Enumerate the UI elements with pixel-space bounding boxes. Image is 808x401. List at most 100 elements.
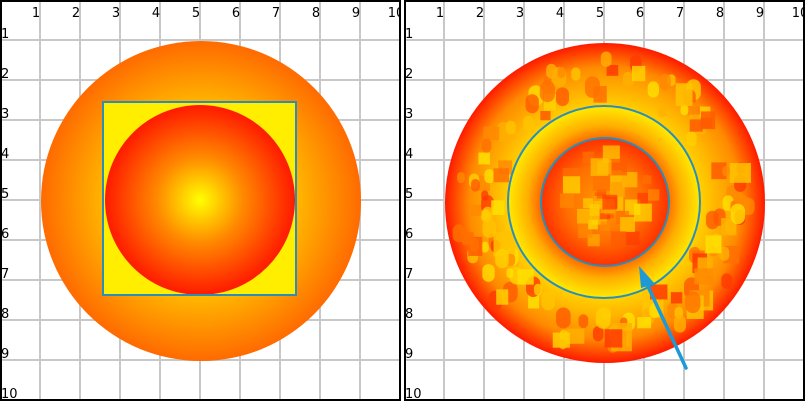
mosaic-patch	[462, 232, 474, 245]
y-tick-label: 5	[1, 187, 9, 202]
core-mosaic-patch	[590, 158, 609, 177]
mosaic-patch	[685, 291, 701, 314]
x-tick-label: 9	[352, 6, 360, 21]
mosaic-patch	[481, 241, 489, 253]
y-tick-label: 9	[1, 347, 9, 362]
y-tick-label: 6	[1, 227, 9, 242]
mosaic-patch	[457, 172, 465, 184]
x-tick-label: 1	[32, 6, 40, 21]
mosaic-patch	[482, 264, 495, 282]
y-tick-label: 4	[1, 147, 9, 162]
core-mosaic-patch	[637, 192, 649, 204]
left-panel: 1 2 3 4 5 6 7 8 9 10 1 2 3 4 5 6 7 8 9 10	[0, 0, 401, 401]
left-canvas: 1 2 3 4 5 6 7 8 9 10 1 2 3 4 5 6 7 8 9 10	[0, 0, 401, 401]
mosaic-patch	[470, 205, 483, 216]
mosaic-patch	[481, 190, 489, 201]
mosaic-patch	[600, 51, 612, 67]
mosaic-patch	[483, 126, 500, 141]
core-mosaic-patch	[610, 158, 628, 176]
mosaic-patch	[540, 110, 551, 121]
core-mosaic-patch	[610, 231, 627, 247]
x-tick-label: 7	[676, 6, 684, 21]
right-canvas: 1 2 3 4 5 6 7 8 9 10 1 2 3 4 5 6 7 8 9 10	[404, 0, 805, 401]
x-tick-label: 3	[516, 6, 524, 21]
y-tick-label: 5	[405, 187, 413, 202]
core-mosaic-patch	[559, 193, 575, 208]
y-tick-label: 4	[405, 147, 413, 162]
y-tick-label: 1	[1, 27, 9, 42]
x-tick-label: 7	[272, 6, 280, 21]
mosaic-patch	[478, 152, 490, 165]
mosaic-patch	[705, 235, 722, 254]
mosaic-patch	[533, 283, 543, 296]
mosaic-patch	[559, 339, 567, 350]
x-tick-label: 9	[756, 6, 764, 21]
y-tick-label: 7	[405, 267, 413, 282]
x-tick-label: 10	[792, 6, 805, 21]
y-tick-label: 9	[405, 347, 413, 362]
y-tick-label: 6	[405, 227, 413, 242]
mosaic-patch	[556, 307, 571, 329]
core-mosaic-patch	[582, 151, 595, 164]
x-tick-label: 1	[436, 6, 444, 21]
mosaic-patch	[722, 165, 730, 177]
x-tick-label: 4	[152, 6, 160, 21]
mosaic-patch	[658, 105, 667, 118]
right-panel: 1 2 3 4 5 6 7 8 9 10 1 2 3 4 5 6 7 8 9 10	[404, 0, 805, 401]
mosaic-patch	[452, 224, 466, 243]
mosaic-patch	[557, 66, 566, 78]
mosaic-patch	[555, 87, 570, 107]
mosaic-patch	[469, 237, 479, 252]
mosaic-patch	[604, 329, 623, 348]
mosaic-patch	[566, 328, 585, 344]
x-tick-label: 5	[596, 6, 604, 21]
mosaic-patch	[484, 169, 495, 184]
core-mosaic-patch	[609, 181, 625, 197]
x-tick-label: 3	[112, 6, 120, 21]
mosaic-patch	[495, 248, 509, 269]
inner-gradient-disc	[105, 105, 295, 295]
y-tick-label: 1	[405, 27, 413, 42]
mosaic-patch	[525, 94, 539, 114]
mosaic-patch	[637, 317, 652, 329]
mosaic-patch	[478, 175, 490, 192]
pointer-arrow	[639, 266, 688, 370]
mosaic-patch	[592, 326, 604, 342]
core-mosaic-patches	[559, 145, 660, 247]
core-mosaic-patch	[588, 219, 598, 230]
panel-border	[404, 0, 805, 401]
y-tick-label: 3	[1, 107, 9, 122]
tick-labels: 1 2 3 4 5 6 7 8 9 10 1 2 3 4 5 6 7 8 9 10	[405, 6, 805, 401]
core-mosaic-patch	[622, 171, 638, 188]
mosaic-patch	[523, 115, 534, 132]
mosaic-patch	[578, 314, 589, 329]
mosaic-patch	[491, 200, 505, 215]
core-mosaic-patch	[620, 217, 635, 232]
x-tick-label: 2	[476, 6, 484, 21]
mosaic-patch	[505, 120, 516, 135]
mosaic-patch	[517, 269, 534, 285]
mosaic-patch	[493, 168, 509, 183]
y-tick-label: 10	[1, 387, 18, 401]
core-mosaic-patch	[602, 194, 618, 210]
mosaic-patch	[471, 179, 480, 192]
core-mosaic-patch	[583, 198, 594, 209]
mosaic-patch	[711, 162, 727, 180]
square-outline	[102, 101, 297, 296]
mosaic-patch	[694, 268, 714, 285]
core-mosaic-patch	[592, 174, 610, 191]
inner-circle-outline	[540, 137, 670, 267]
mosaic-patches	[452, 51, 755, 353]
y-tick-label: 8	[405, 307, 413, 322]
core-mosaic-patch	[562, 176, 581, 194]
mosaic-patch	[721, 218, 737, 236]
mosaic-patch	[670, 292, 683, 304]
mosaic-patch	[595, 307, 611, 329]
core-mosaic-patch	[633, 203, 652, 222]
mosaic-patch	[528, 293, 540, 309]
mosaic-patch	[742, 197, 755, 216]
x-tick-label: 6	[232, 6, 240, 21]
mosaic-patch	[496, 289, 509, 305]
y-tick-label: 3	[405, 107, 413, 122]
mosaic-patch	[482, 218, 497, 238]
